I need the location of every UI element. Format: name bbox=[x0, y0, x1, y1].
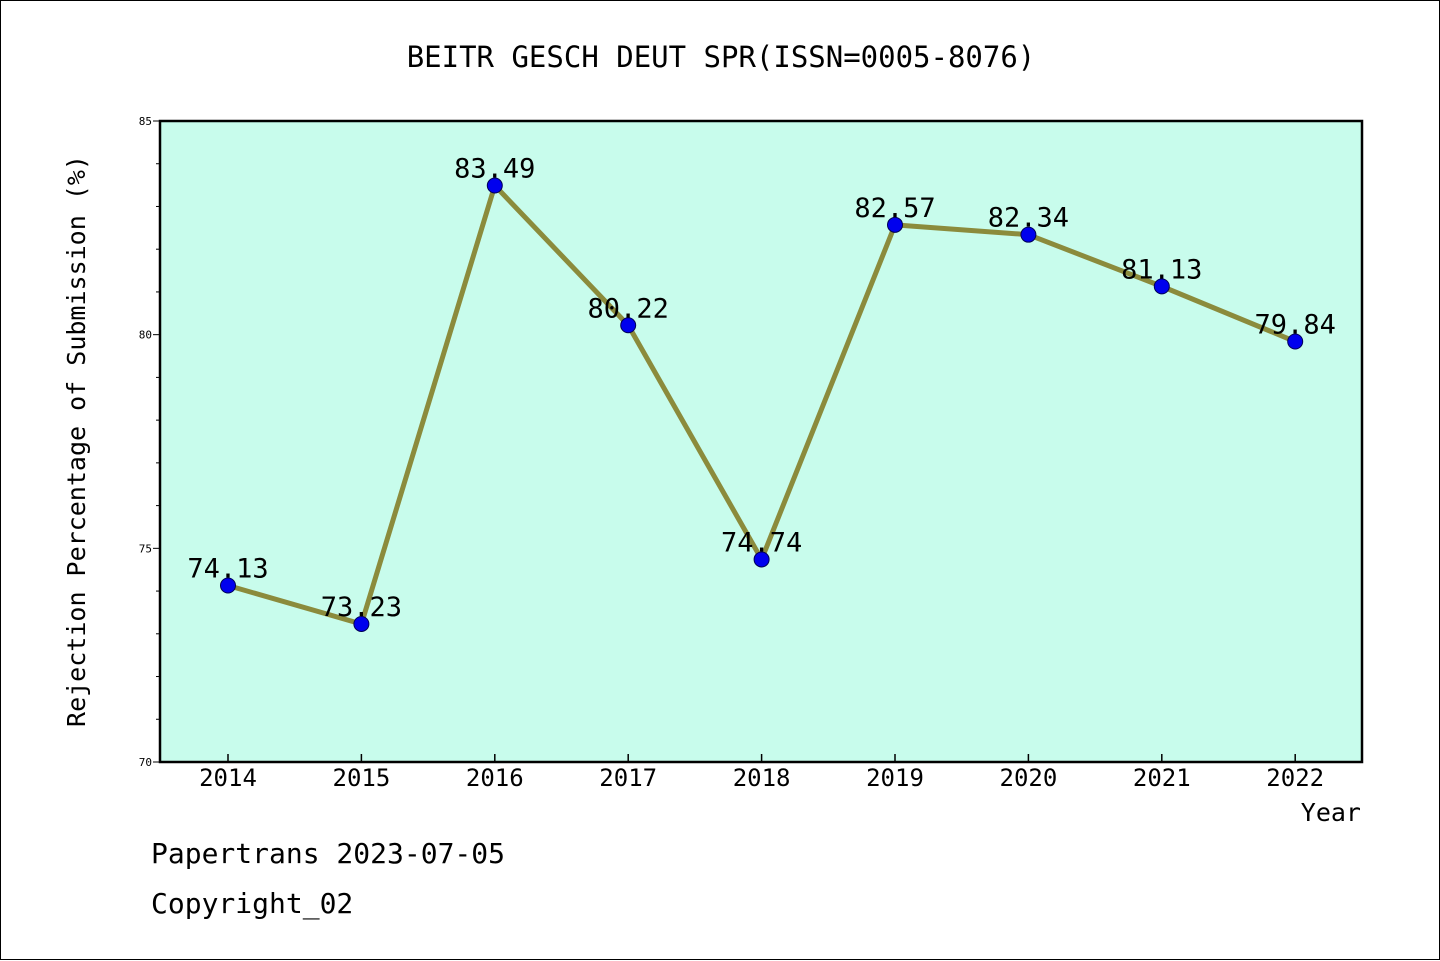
data-point bbox=[220, 577, 236, 594]
plot-area bbox=[158, 119, 1364, 764]
data-point bbox=[887, 216, 903, 233]
y-axis-label: Rejection Percentage of Submission (%) bbox=[62, 155, 91, 727]
chart-title: BEITR GESCH DEUT SPR(ISSN=0005-8076) bbox=[407, 40, 1036, 74]
y-tick-label: 70 bbox=[139, 756, 152, 769]
x-tick-label: 2014 bbox=[199, 764, 257, 792]
data-label: 73.23 bbox=[321, 592, 402, 623]
data-point bbox=[1020, 226, 1037, 243]
x-axis-label: Year bbox=[1301, 798, 1361, 827]
data-label: 81.13 bbox=[1121, 254, 1202, 285]
footer-copyright: Copyright_02 bbox=[151, 887, 354, 920]
data-label: 82.57 bbox=[854, 193, 935, 224]
data-point bbox=[353, 615, 370, 632]
x-tick-label: 2018 bbox=[733, 764, 791, 792]
y-tick-label: 75 bbox=[139, 542, 152, 555]
data-point bbox=[486, 177, 503, 194]
data-label: 74.13 bbox=[187, 554, 268, 585]
data-point bbox=[753, 551, 770, 568]
data-label: 74.74 bbox=[721, 527, 802, 558]
data-label: 83.49 bbox=[454, 154, 535, 185]
y-tick-label: 80 bbox=[139, 329, 152, 342]
data-label: 82.34 bbox=[988, 203, 1069, 234]
x-tick-label: 2017 bbox=[599, 764, 657, 792]
data-point bbox=[620, 317, 637, 334]
x-tick-label: 2015 bbox=[333, 764, 391, 792]
data-point bbox=[1153, 278, 1170, 295]
footer-date: Papertrans 2023-07-05 bbox=[151, 837, 506, 870]
x-tick-label: 2019 bbox=[866, 764, 924, 792]
data-label: 80.22 bbox=[588, 293, 669, 324]
x-tick-label: 2016 bbox=[466, 764, 524, 792]
data-point bbox=[1287, 333, 1304, 350]
y-tick-label: 85 bbox=[139, 115, 152, 128]
data-label: 79.84 bbox=[1255, 310, 1336, 341]
x-tick-label: 2021 bbox=[1133, 764, 1191, 792]
x-tick-label: 2020 bbox=[1000, 764, 1058, 792]
x-tick-label: 2022 bbox=[1266, 764, 1324, 792]
